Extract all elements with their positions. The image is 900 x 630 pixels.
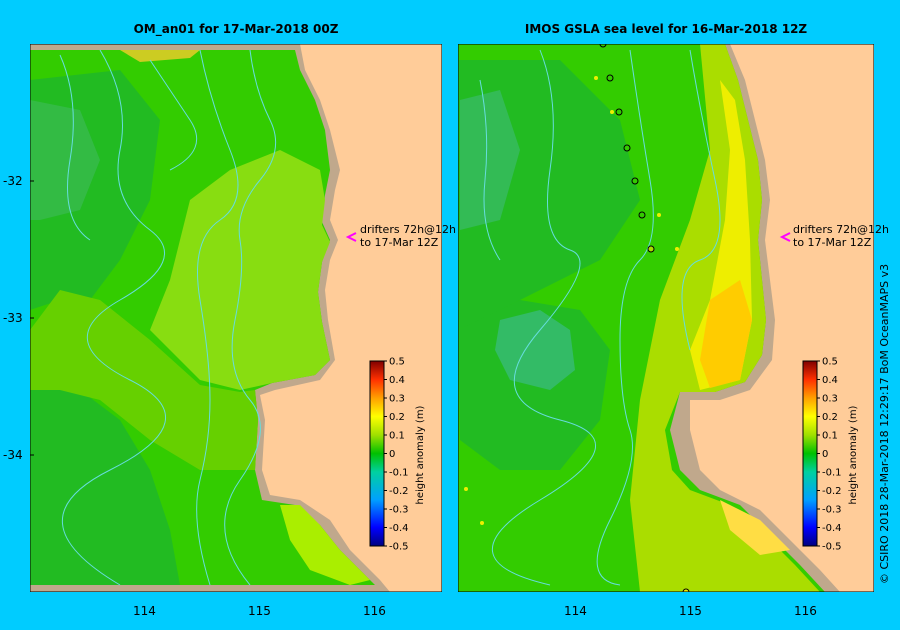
yellow-markers bbox=[464, 76, 679, 525]
lon-tick: 116 bbox=[794, 604, 817, 618]
colorbar-left: 0.5 0.4 0.3 0.2 0.1 0 -0.1 -0.2 -0.3 -0.4 -0.5 hei… bbox=[369, 357, 426, 553]
colorbar-right: 0.5 0.4 0.3 0.2 0.1 0 -0.1 -0.2 -0.3 -0.4 -0.5 hei… bbox=[802, 357, 859, 553]
colorbar-tick-label: -0.1 bbox=[822, 468, 842, 479]
drifter-note-line2: to 17-Mar 12Z bbox=[793, 236, 872, 249]
colorbar-tick-label: 0.1 bbox=[389, 431, 405, 442]
lat-tick: -32 bbox=[3, 174, 23, 188]
colorbar-gradient bbox=[802, 360, 818, 547]
colorbar-tick-label: 0 bbox=[389, 449, 395, 460]
colorbar-tick-label: 0.3 bbox=[389, 394, 405, 405]
lon-axis-right: 114 115 116 bbox=[564, 604, 817, 618]
colorbar-label: height anomaly (m) bbox=[848, 405, 859, 504]
credit-text: © CSIRO 2018 28-Mar-2018 12:29:17 BoM Oc… bbox=[878, 264, 891, 584]
colorbar-label: height anomaly (m) bbox=[415, 405, 426, 504]
lon-tick: 114 bbox=[133, 604, 156, 618]
colorbar-tick-label: -0.5 bbox=[822, 542, 842, 553]
colorbar-tick-label: -0.1 bbox=[389, 468, 409, 479]
colorbar-gradient bbox=[369, 360, 385, 547]
colorbar-tick-label: 0.4 bbox=[822, 375, 838, 386]
colorbar-tick-label: 0.3 bbox=[822, 394, 838, 405]
drifter-note-line1: drifters 72h@12h bbox=[793, 223, 889, 236]
drifter-markers bbox=[599, 44, 690, 592]
colorbar-tick-label: -0.4 bbox=[822, 523, 842, 534]
drifter-note-line2: to 17-Mar 12Z bbox=[360, 236, 439, 249]
colorbar-tick-label: -0.5 bbox=[389, 542, 409, 553]
lon-tick: 115 bbox=[679, 604, 702, 618]
lon-tick: 115 bbox=[248, 604, 271, 618]
colorbar-tick-label: 0.5 bbox=[822, 357, 838, 368]
drifter-note-line1: drifters 72h@12h bbox=[360, 223, 456, 236]
colorbar-tick-label: -0.2 bbox=[389, 486, 409, 497]
drifter-tracks bbox=[59, 49, 277, 586]
lon-tick: 116 bbox=[363, 604, 386, 618]
drifter-tracks-right bbox=[479, 49, 721, 586]
lon-axis-left: 114 115 116 bbox=[133, 604, 386, 618]
lat-tick: -34 bbox=[3, 448, 23, 462]
colorbar-tick-label: -0.3 bbox=[822, 505, 842, 516]
map-panel-left bbox=[30, 44, 442, 592]
colorbar-tick-label: 0.5 bbox=[389, 357, 405, 368]
drifter-arrow-icon bbox=[779, 232, 791, 242]
panel-title-right: IMOS GSLA sea level for 16-Mar-2018 12Z bbox=[524, 22, 808, 36]
colorbar-tick-label: 0.2 bbox=[822, 412, 838, 423]
colorbar-tick-label: -0.4 bbox=[389, 523, 409, 534]
drifter-arrow-icon bbox=[345, 232, 357, 242]
colorbar-tick-label: -0.3 bbox=[389, 505, 409, 516]
colorbar-tick-label: 0.1 bbox=[822, 431, 838, 442]
colorbar-tick-label: 0 bbox=[822, 449, 828, 460]
drifter-note-left: drifters 72h@12h to 17-Mar 12Z bbox=[345, 223, 456, 249]
colorbar-tick-label: -0.2 bbox=[822, 486, 842, 497]
panel-title-left: OM_an01 for 17-Mar-2018 00Z bbox=[133, 22, 339, 36]
drifter-note-right: drifters 72h@12h to 17-Mar 12Z bbox=[779, 223, 889, 249]
colorbar-tick-label: 0.4 bbox=[389, 375, 405, 386]
colorbar-ticks: 0.5 0.4 0.3 0.2 0.1 0 -0.1 -0.2 -0.3 -0.4 -0.5 bbox=[384, 357, 409, 553]
lat-axis: -32 -33 -34 bbox=[3, 174, 34, 462]
lon-tick: 114 bbox=[564, 604, 587, 618]
lat-tick: -33 bbox=[3, 311, 23, 325]
colorbar-tick-label: 0.2 bbox=[389, 412, 405, 423]
colorbar-ticks: 0.5 0.4 0.3 0.2 0.1 0 -0.1 -0.2 -0.3 -0.4 -0.5 bbox=[817, 357, 842, 553]
